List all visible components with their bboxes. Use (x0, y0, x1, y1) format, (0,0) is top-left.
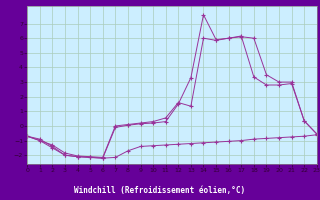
Text: Windchill (Refroidissement éolien,°C): Windchill (Refroidissement éolien,°C) (75, 186, 245, 194)
